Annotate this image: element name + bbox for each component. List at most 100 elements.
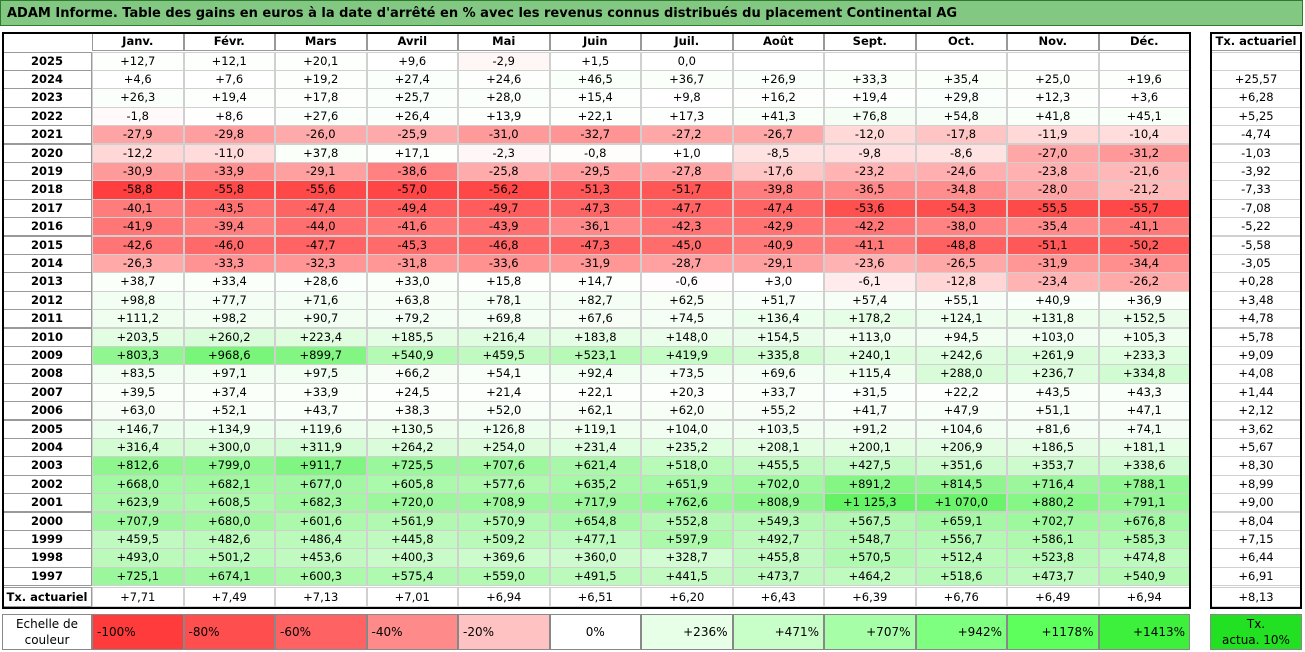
table-cell: -45,0 — [641, 235, 733, 255]
table-cell: +586,1 — [1007, 529, 1099, 550]
month-header-12: Déc. — [1098, 32, 1190, 52]
table-cell: -12,0 — [824, 125, 916, 145]
table-cell: +208,1 — [732, 437, 824, 458]
footer-cell: +6,51 — [549, 587, 641, 608]
year-label: 2004 — [2, 437, 92, 458]
table-cell: +899,7 — [275, 345, 367, 366]
table-cell: +235,2 — [641, 437, 733, 458]
table-cell: +702,7 — [1007, 511, 1099, 531]
table-cell: +55,2 — [732, 401, 824, 421]
table-cell: +492,7 — [732, 529, 824, 550]
tx-actuariel-cell: +0,28 — [1210, 272, 1302, 292]
table-cell: +659,1 — [915, 511, 1007, 531]
table-cell: +38,3 — [366, 401, 458, 421]
table-cell: +25,0 — [1007, 69, 1099, 90]
year-label: 2011 — [2, 309, 92, 329]
table-cell: +486,4 — [275, 529, 367, 550]
table-cell: -25,8 — [458, 161, 550, 182]
footer-cell: +6,94 — [458, 587, 550, 608]
table-cell — [732, 51, 824, 71]
table-cell: +90,7 — [275, 309, 367, 329]
tx-actuariel-header: Tx. actuariel — [1210, 32, 1302, 52]
table-cell: -42,6 — [92, 235, 184, 255]
month-header-1: Janv. — [92, 32, 184, 52]
table-cell: +762,6 — [641, 493, 733, 513]
table-cell: +27,6 — [275, 106, 367, 127]
table-cell: +91,2 — [824, 419, 916, 439]
tx-actuariel-cell: +8,04 — [1210, 511, 1302, 531]
table-cell: +19,6 — [1098, 69, 1190, 90]
table-cell: +131,8 — [1007, 309, 1099, 329]
table-cell: +7,6 — [183, 69, 275, 90]
table-cell: -31,9 — [549, 253, 641, 274]
table-cell: -2,9 — [458, 51, 550, 71]
table-cell: -11,0 — [183, 143, 275, 163]
tx-actuariel-cell: -4,74 — [1210, 125, 1302, 145]
table-cell: -27,8 — [641, 161, 733, 182]
table-cell: +40,9 — [1007, 290, 1099, 311]
table-cell: +136,4 — [732, 309, 824, 329]
table-cell: +559,0 — [458, 566, 550, 587]
table-cell: +35,4 — [915, 69, 1007, 90]
table-cell: +473,7 — [732, 566, 824, 587]
table-cell: -43,9 — [458, 217, 550, 237]
table-cell: +597,9 — [641, 529, 733, 550]
year-label: 2003 — [2, 456, 92, 476]
table-cell: +1 125,3 — [824, 493, 916, 513]
table-cell: +233,3 — [1098, 345, 1190, 366]
table-cell: +17,8 — [275, 88, 367, 108]
footer-cell: +6,49 — [1007, 587, 1099, 608]
table-cell: +14,7 — [549, 272, 641, 292]
table-cell: -56,2 — [458, 180, 550, 200]
tx-actua-line1: Tx. — [1246, 617, 1266, 631]
year-label: 2015 — [2, 235, 92, 255]
table-cell: -47,7 — [641, 198, 733, 219]
table-cell: +45,1 — [1098, 106, 1190, 127]
table-cell: +52,1 — [183, 401, 275, 421]
table-cell: +27,4 — [366, 69, 458, 90]
table-cell: +19,4 — [183, 88, 275, 108]
table-cell: +124,1 — [915, 309, 1007, 329]
table-cell — [1098, 51, 1190, 71]
table-cell: +62,0 — [641, 401, 733, 421]
table-cell: +33,3 — [824, 69, 916, 90]
table-cell: -28,0 — [1007, 180, 1099, 200]
table-cell: +223,4 — [275, 327, 367, 347]
table-cell: +16,2 — [732, 88, 824, 108]
table-cell: +33,4 — [183, 272, 275, 292]
table-cell: +51,1 — [1007, 401, 1099, 421]
table-cell: -51,7 — [641, 180, 733, 200]
table-cell: +152,5 — [1098, 309, 1190, 329]
table-cell: +677,0 — [275, 474, 367, 495]
year-label: 1998 — [2, 548, 92, 568]
tx-actuariel-cell: +25,57 — [1210, 69, 1302, 90]
table-cell: -42,2 — [824, 217, 916, 237]
table-cell: -10,4 — [1098, 125, 1190, 145]
table-cell: +185,5 — [366, 327, 458, 347]
table-cell: -41,9 — [92, 217, 184, 237]
table-cell: -17,6 — [732, 161, 824, 182]
year-label: 2021 — [2, 125, 92, 145]
table-cell: +803,3 — [92, 345, 184, 366]
tx-actuariel-cell: +6,44 — [1210, 548, 1302, 568]
table-cell: +41,8 — [1007, 106, 1099, 127]
table-cell: +115,4 — [824, 364, 916, 384]
table-cell: +9,8 — [641, 88, 733, 108]
year-label: 2002 — [2, 474, 92, 495]
table-cell: +570,5 — [824, 548, 916, 568]
table-cell: +236,7 — [1007, 364, 1099, 384]
table-cell: +63,8 — [366, 290, 458, 311]
footer-cell: +7,13 — [275, 587, 367, 608]
tx-actuariel-cell: +8,99 — [1210, 474, 1302, 495]
year-label: 2023 — [2, 88, 92, 108]
table-cell: +242,6 — [915, 345, 1007, 366]
table-cell: +725,1 — [92, 566, 184, 587]
table-cell: +680,0 — [183, 511, 275, 531]
table-cell: -25,9 — [366, 125, 458, 145]
table-cell: +316,4 — [92, 437, 184, 458]
table-cell: -47,3 — [549, 235, 641, 255]
table-cell: -27,0 — [1007, 143, 1099, 163]
table-cell: +254,0 — [458, 437, 550, 458]
table-cell: +92,4 — [549, 364, 641, 384]
table-cell: -33,9 — [183, 161, 275, 182]
